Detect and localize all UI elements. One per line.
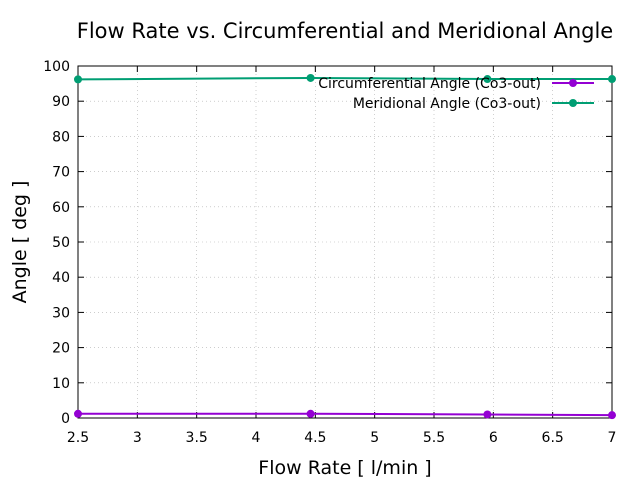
x-axis-label: Flow Rate [ l/min ] <box>258 457 431 479</box>
data-point <box>483 75 492 84</box>
x-tick-label: 3 <box>133 430 142 446</box>
x-tick-label: 4.5 <box>304 430 326 446</box>
data-point <box>306 73 315 82</box>
legend-label: Circumferential Angle (Co3-out) <box>318 76 541 92</box>
legend-swatch-point <box>569 99 577 107</box>
y-tick-label: 50 <box>52 235 70 251</box>
x-tick-label: 7 <box>608 430 617 446</box>
x-tick-label: 6 <box>489 430 498 446</box>
y-tick-label: 10 <box>52 376 70 392</box>
x-tick-label: 6.5 <box>542 430 564 446</box>
x-tick-label: 4 <box>252 430 261 446</box>
y-tick-label: 80 <box>52 129 70 145</box>
plot-border <box>77 65 613 419</box>
chart-title: Flow Rate vs. Circumferential and Meridi… <box>77 19 613 43</box>
data-point <box>306 409 315 418</box>
y-tick-label: 20 <box>52 341 70 357</box>
y-tick-label: 40 <box>52 270 70 286</box>
x-tick-label: 2.5 <box>67 430 89 446</box>
y-axis-label: Angle [ deg ] <box>9 181 31 304</box>
data-point <box>608 411 616 420</box>
series-line-0 <box>78 412 613 417</box>
series-line-1 <box>77 76 612 81</box>
y-tick-label: 60 <box>52 200 70 216</box>
x-tick-label: 5.5 <box>423 430 445 446</box>
y-tick-label: 90 <box>52 94 70 110</box>
y-tick-label: 100 <box>43 59 70 75</box>
x-tick-label: 3.5 <box>186 430 208 446</box>
legend-swatch-point <box>569 79 577 87</box>
data-point <box>483 410 492 419</box>
y-tick-label: 0 <box>61 411 70 427</box>
y-tick-label: 30 <box>52 305 70 321</box>
data-point <box>608 75 616 84</box>
x-tick-label: 5 <box>370 430 379 446</box>
y-tick-label: 70 <box>52 165 70 181</box>
data-point <box>74 75 82 84</box>
legend-label: Meridional Angle (Co3-out) <box>353 96 541 112</box>
data-point <box>74 409 82 418</box>
